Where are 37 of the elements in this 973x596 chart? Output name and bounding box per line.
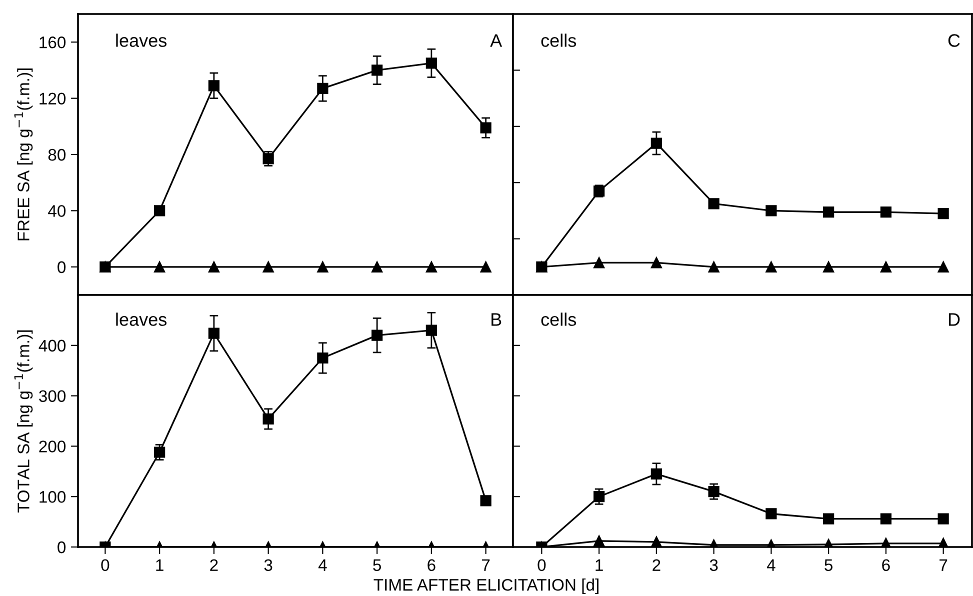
annotation: C [948, 34, 960, 47]
x-tick-label: 3 [264, 559, 272, 572]
y-tick-label: 120 [40, 92, 66, 105]
annotation: cells [541, 34, 576, 47]
x-axis-title: TIME AFTER ELICITATION [d] [374, 578, 598, 594]
y-tick-label: 100 [40, 491, 66, 503]
x-tick-label: 5 [373, 559, 381, 572]
y-tick-label: 400 [38, 340, 66, 352]
x-tick-label: 5 [824, 559, 832, 572]
x-tick-label: 4 [766, 559, 776, 571]
annotation: B [492, 313, 502, 326]
y-tick-label: 40 [48, 205, 66, 217]
y-axis-title: TOTAL SA [ng g$^{−1}$(f.m.)] [14, 330, 33, 512]
annotation: A [490, 34, 502, 47]
y-tick-label: 80 [48, 148, 66, 161]
annotation: leaves [116, 34, 167, 47]
y-tick-label: 160 [40, 36, 66, 48]
annotation: cells [541, 312, 576, 326]
x-tick-label: 1 [596, 559, 603, 571]
y-tick-label: 0 [58, 261, 66, 274]
annotation: leaves [116, 312, 167, 326]
x-tick-label: 7 [482, 559, 490, 571]
x-tick-label: 0 [101, 559, 110, 572]
x-tick-label: 3 [710, 559, 718, 572]
x-tick-label: 6 [428, 559, 436, 572]
x-tick-label: 7 [940, 559, 948, 571]
y-tick-label: 200 [39, 440, 66, 452]
y-tick-label: 300 [39, 390, 66, 402]
x-tick-label: 6 [882, 559, 890, 572]
y-axis-title: FREE SA [ng g$^{−1}$(f.m.)] [14, 68, 33, 240]
x-tick-label: 2 [210, 559, 218, 571]
x-tick-label: 0 [538, 559, 546, 572]
x-tick-label: 1 [156, 559, 164, 571]
annotation: D [948, 313, 960, 326]
x-tick-label: 4 [318, 559, 327, 571]
y-tick-label: 0 [58, 541, 66, 554]
x-tick-label: 2 [652, 559, 660, 571]
